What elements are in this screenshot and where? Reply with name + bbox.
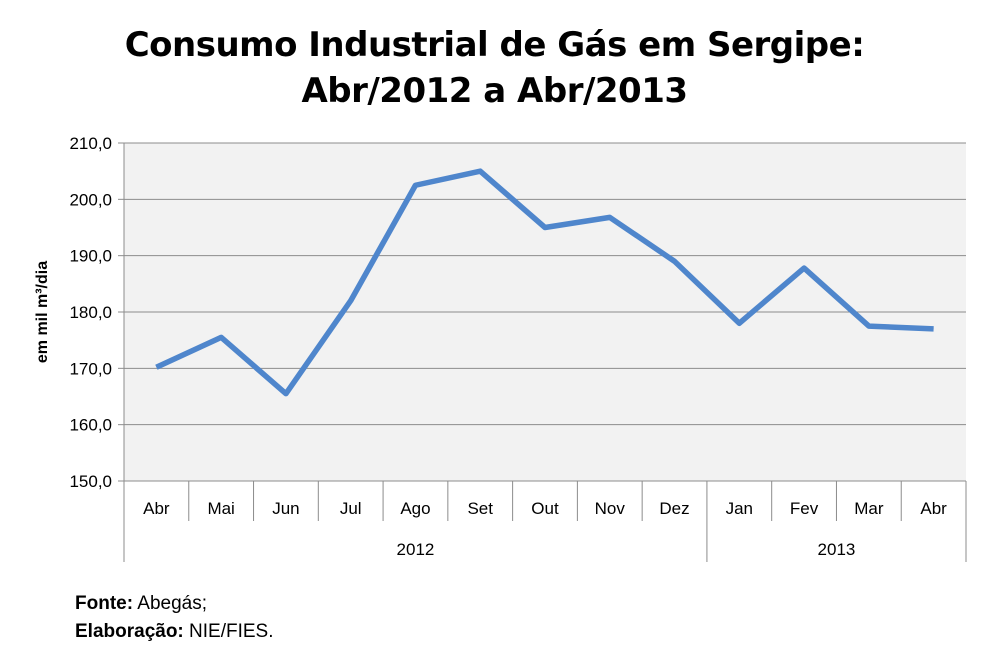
preparation-label: Elaboração:: [75, 621, 184, 642]
y-tick-label: 200,0: [69, 190, 112, 209]
y-tick-label: 180,0: [69, 303, 112, 322]
x-group-label: 2013: [818, 540, 856, 559]
preparation-value: NIE/FIES.: [184, 621, 274, 642]
x-tick-label: Jul: [340, 499, 362, 518]
x-tick-label: Mar: [854, 499, 884, 518]
y-tick-label: 190,0: [69, 247, 112, 266]
x-tick-label: Jun: [272, 499, 299, 518]
x-tick-label: Dez: [659, 499, 689, 518]
y-tick-label: 210,0: [69, 134, 112, 153]
x-tick-label: Abr: [920, 499, 947, 518]
line-chart: 150,0 160,0 170,0 180,0 190,0 200,0 210,0 Abr M…: [0, 0, 989, 580]
source-line: Fonte: Abegás;: [75, 590, 274, 618]
x-tick-label: Jan: [726, 499, 753, 518]
preparation-line: Elaboração: NIE/FIES.: [75, 618, 274, 646]
x-tick-label: Mai: [207, 499, 234, 518]
x-tick-label: Abr: [143, 499, 170, 518]
x-group-label: 2012: [397, 540, 435, 559]
source-value: Abegás;: [133, 593, 207, 614]
source-label: Fonte:: [75, 593, 133, 614]
y-tick-label: 170,0: [69, 359, 112, 378]
y-tick-label: 160,0: [69, 416, 112, 435]
y-axis-ticks: 150,0 160,0 170,0 180,0 190,0 200,0 210,0: [69, 134, 124, 491]
y-axis-label: em mil m³/dia: [34, 261, 51, 363]
x-tick-label: Fev: [790, 499, 819, 518]
x-axis: Abr Mai Jun Jul Ago Set Out Nov Dez Jan Fev Mar Abr 2…: [124, 481, 966, 562]
footer: Fonte: Abegás; Elaboração: NIE/FIES.: [75, 590, 274, 646]
x-tick-label: Nov: [595, 499, 626, 518]
y-tick-label: 150,0: [69, 472, 112, 491]
x-tick-label: Ago: [400, 499, 430, 518]
x-tick-label: Out: [531, 499, 559, 518]
x-tick-label: Set: [467, 499, 493, 518]
